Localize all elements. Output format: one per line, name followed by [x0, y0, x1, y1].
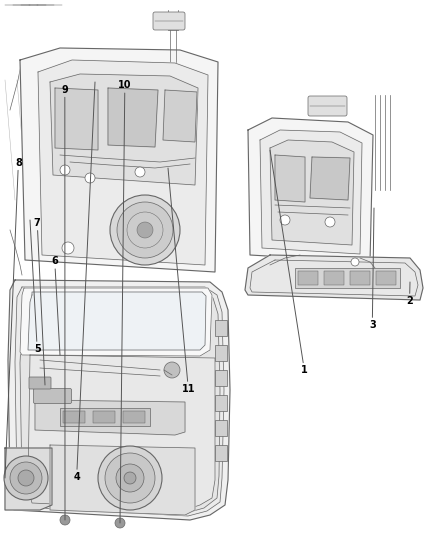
- Polygon shape: [28, 292, 206, 350]
- Polygon shape: [310, 157, 350, 200]
- Polygon shape: [245, 255, 423, 300]
- Polygon shape: [15, 287, 224, 516]
- Polygon shape: [50, 445, 195, 515]
- Circle shape: [85, 173, 95, 183]
- Bar: [298, 271, 318, 285]
- Polygon shape: [248, 118, 373, 262]
- Polygon shape: [38, 60, 208, 265]
- Circle shape: [110, 195, 180, 265]
- Polygon shape: [20, 288, 212, 356]
- Circle shape: [164, 362, 180, 378]
- Bar: [215, 345, 227, 361]
- Polygon shape: [20, 292, 220, 513]
- Bar: [350, 271, 370, 285]
- Circle shape: [124, 472, 136, 484]
- Text: 1: 1: [270, 150, 308, 375]
- FancyBboxPatch shape: [308, 96, 347, 116]
- Circle shape: [280, 215, 290, 225]
- Bar: [215, 395, 227, 411]
- Circle shape: [117, 202, 173, 258]
- Text: 10: 10: [118, 80, 131, 523]
- Circle shape: [351, 258, 359, 266]
- Circle shape: [325, 217, 335, 227]
- Text: 3: 3: [369, 208, 376, 330]
- Circle shape: [18, 470, 34, 486]
- Text: 4: 4: [73, 82, 95, 482]
- Text: 8: 8: [5, 158, 22, 478]
- Polygon shape: [55, 88, 98, 150]
- FancyBboxPatch shape: [29, 377, 51, 389]
- Bar: [215, 445, 227, 461]
- Circle shape: [115, 518, 125, 528]
- Bar: [215, 420, 227, 436]
- Text: 5: 5: [30, 220, 41, 354]
- Circle shape: [116, 464, 144, 492]
- Bar: [215, 320, 227, 336]
- FancyBboxPatch shape: [153, 12, 185, 30]
- Polygon shape: [8, 280, 230, 520]
- Circle shape: [10, 462, 42, 494]
- Bar: [63, 411, 85, 423]
- Bar: [295, 268, 400, 288]
- Polygon shape: [108, 88, 158, 147]
- Polygon shape: [163, 90, 197, 142]
- Text: 9: 9: [61, 85, 68, 520]
- Polygon shape: [20, 48, 218, 272]
- Bar: [93, 411, 115, 423]
- Polygon shape: [260, 130, 362, 254]
- Polygon shape: [270, 140, 354, 245]
- Bar: [123, 411, 145, 423]
- Text: 6: 6: [51, 256, 60, 355]
- Circle shape: [60, 165, 70, 175]
- Bar: [376, 271, 396, 285]
- FancyBboxPatch shape: [33, 389, 71, 403]
- Polygon shape: [5, 448, 52, 510]
- Polygon shape: [28, 355, 215, 510]
- Text: 2: 2: [406, 282, 413, 306]
- Circle shape: [135, 167, 145, 177]
- Bar: [60, 408, 150, 426]
- Text: 7: 7: [34, 218, 45, 385]
- Polygon shape: [50, 74, 198, 185]
- Polygon shape: [35, 400, 185, 435]
- Circle shape: [60, 515, 70, 525]
- Bar: [324, 271, 344, 285]
- Text: 11: 11: [168, 168, 195, 394]
- Polygon shape: [275, 155, 305, 202]
- Circle shape: [62, 242, 74, 254]
- Circle shape: [4, 456, 48, 500]
- Circle shape: [105, 453, 155, 503]
- Circle shape: [137, 222, 153, 238]
- Bar: [215, 370, 227, 386]
- Circle shape: [98, 446, 162, 510]
